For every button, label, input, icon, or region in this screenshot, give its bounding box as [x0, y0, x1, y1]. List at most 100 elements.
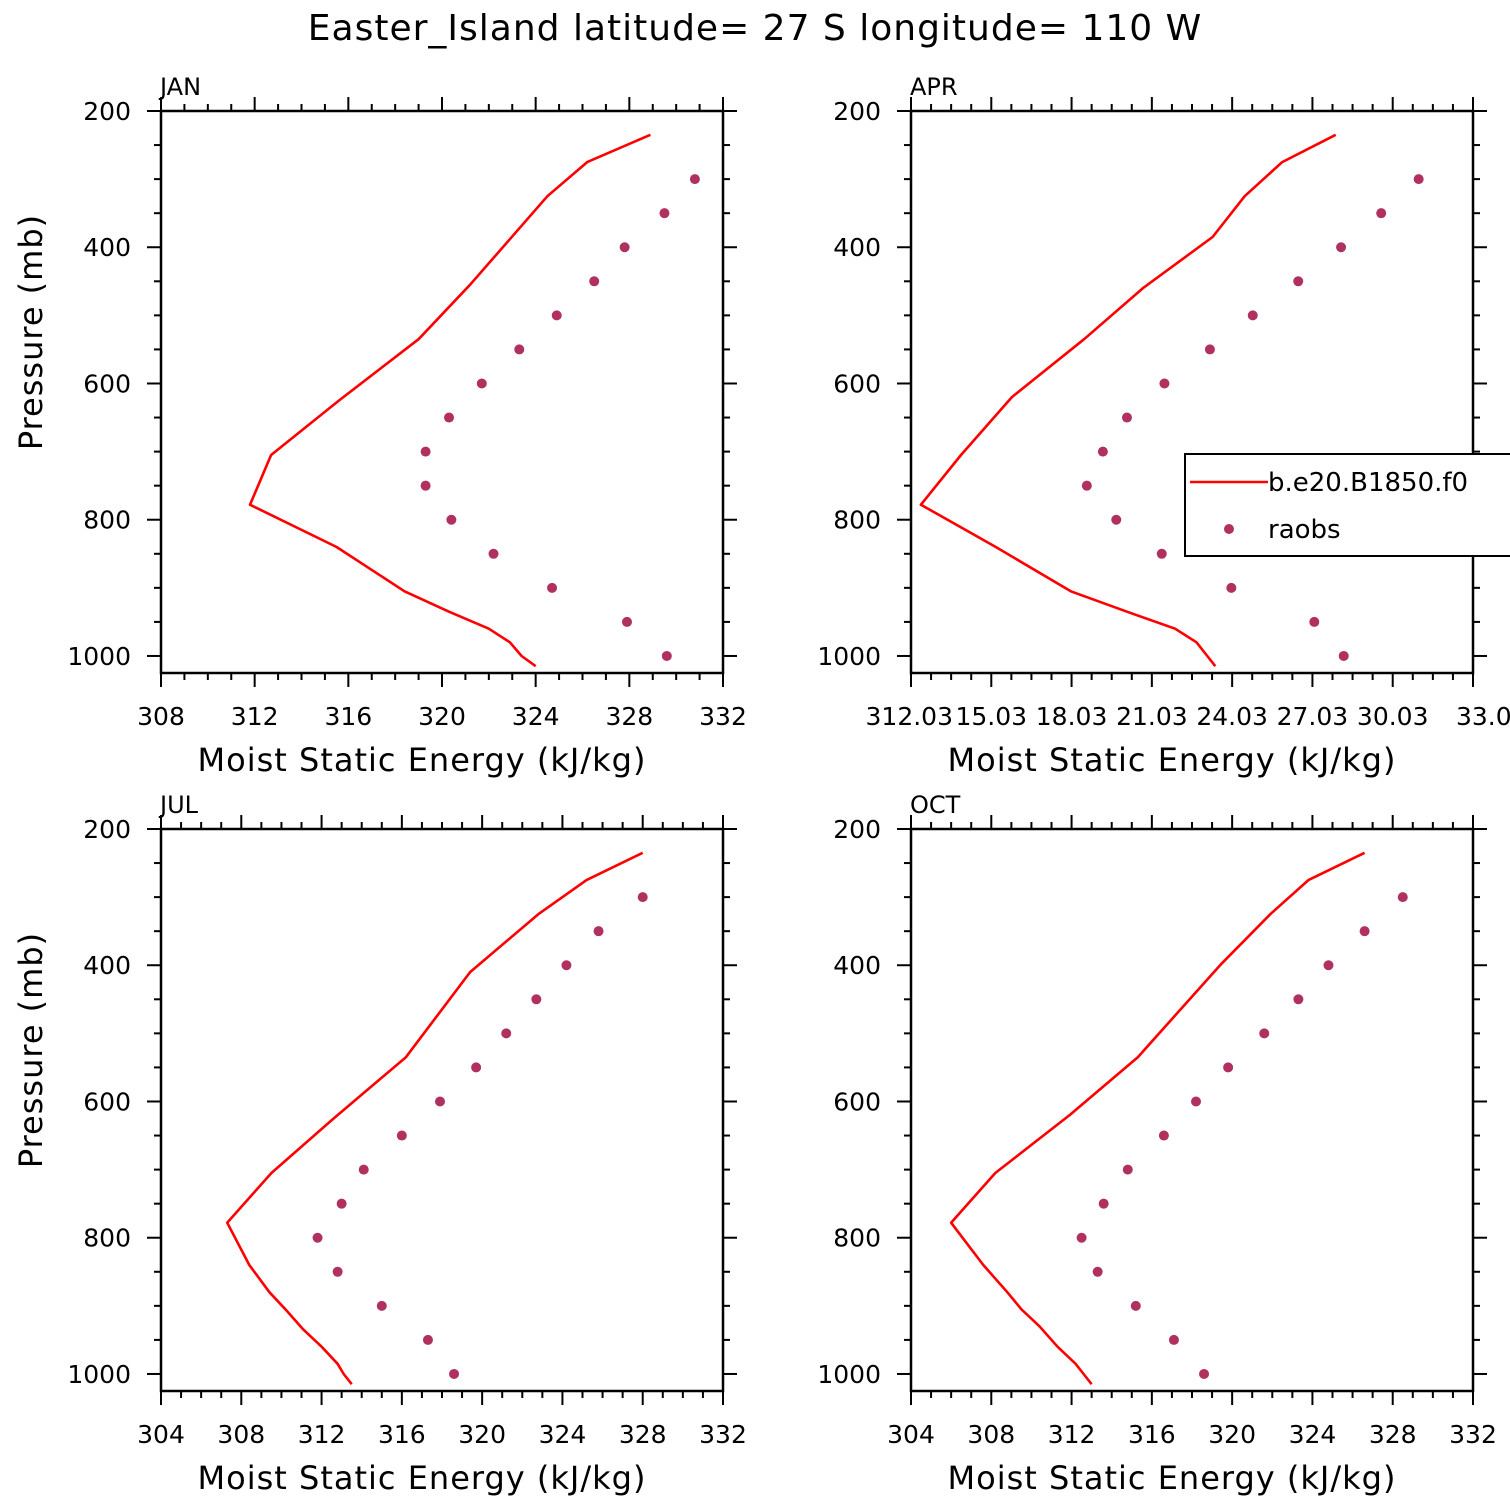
model-series-line	[949, 851, 1366, 1386]
raobs-point	[661, 650, 672, 661]
raobs-point	[689, 174, 700, 185]
x-tick-label: 21.03	[1116, 702, 1188, 731]
x-tick-label: 312	[231, 702, 279, 731]
model-series-line	[225, 851, 644, 1386]
raobs-point	[1081, 480, 1092, 491]
raobs-point	[420, 446, 431, 457]
raobs-point	[1247, 310, 1258, 321]
model-series-line	[248, 133, 651, 668]
raobs-point	[332, 1266, 343, 1277]
y-tick-label: 200	[83, 97, 131, 126]
x-tick-label: 308	[137, 702, 185, 731]
x-tick-label: 320	[418, 702, 466, 731]
raobs-point	[589, 276, 600, 287]
y-tick-label: 800	[83, 1224, 131, 1253]
raobs-point	[1259, 1028, 1270, 1039]
y-tick-label: 600	[83, 1087, 131, 1116]
x-tick-label: 33.0	[1456, 702, 1510, 731]
x-tick-label: 304	[137, 1420, 185, 1449]
raobs-point	[1121, 412, 1132, 423]
x-tick-label: 320	[1208, 1420, 1256, 1449]
raobs-point	[358, 1164, 369, 1175]
y-tick-label: 1000	[817, 642, 881, 671]
raobs-point	[1191, 1096, 1202, 1107]
raobs-point	[1293, 994, 1304, 1005]
y-tick-label: 200	[833, 815, 881, 844]
x-tick-label: 312	[1048, 1420, 1096, 1449]
panel-apr: APR 200 400 600 800 1000 312.03 15.03 18.03 21.03…	[817, 73, 1510, 779]
raobs-point	[396, 1130, 407, 1141]
x-axis-label: Moist Static Energy (kJ/kg)	[948, 741, 1397, 779]
y-tick-label: 1000	[67, 642, 131, 671]
y-tick-label: 200	[83, 815, 131, 844]
raobs-point	[376, 1300, 387, 1311]
x-tick-label: 332	[699, 1420, 747, 1449]
y-tick-label: 800	[833, 506, 881, 535]
x-tick-label: 328	[605, 702, 653, 731]
raobs-point	[422, 1334, 433, 1345]
panel-label: OCT	[910, 791, 961, 819]
y-tick-label: 1000	[67, 1360, 131, 1389]
y-tick-label: 400	[83, 233, 131, 262]
y-tick-label: 200	[833, 97, 881, 126]
raobs-point	[1397, 892, 1408, 903]
x-tick-label: 316	[1128, 1420, 1176, 1449]
raobs-point	[434, 1096, 445, 1107]
x-tick-label: 328	[1369, 1420, 1417, 1449]
panel-jan: JAN 200 400 600 800 1000 308 312 316 320 324 328 332…	[12, 73, 747, 779]
raobs-point	[1159, 378, 1170, 389]
raobs-point	[1226, 582, 1237, 593]
legend: b.e20.B1850.f0 raobs	[1184, 453, 1510, 557]
y-axis-label: Pressure (mb)	[12, 214, 50, 450]
legend-model-label: b.e20.B1850.f0	[1268, 468, 1468, 498]
raobs-point	[1338, 650, 1349, 661]
raobs-point	[1076, 1232, 1087, 1243]
x-tick-label: 332	[699, 702, 747, 731]
raobs-point	[1092, 1266, 1103, 1277]
raobs-point	[1130, 1300, 1141, 1311]
x-tick-label: 24.03	[1196, 702, 1268, 731]
raobs-point	[1336, 242, 1347, 253]
x-tick-label: 308	[967, 1420, 1015, 1449]
y-tick-label: 800	[83, 506, 131, 535]
raobs-point	[1111, 514, 1122, 525]
raobs-point	[561, 960, 572, 971]
model-series-line	[919, 133, 1337, 668]
x-tick-label: 304	[887, 1420, 935, 1449]
raobs-point	[1359, 926, 1370, 937]
raobs-point	[551, 310, 562, 321]
panel-label: APR	[910, 73, 958, 101]
raobs-point	[312, 1232, 323, 1243]
y-axis-label: Pressure (mb)	[12, 932, 50, 1168]
raobs-point	[449, 1368, 460, 1379]
chart-title: Easter_Island latitude= 27 S longitude= …	[307, 8, 1203, 49]
x-axis-label: Moist Static Energy (kJ/kg)	[198, 741, 647, 779]
y-tick-label: 600	[833, 369, 881, 398]
x-tick-label: 324	[1289, 1420, 1337, 1449]
x-tick-label: 312	[298, 1420, 346, 1449]
x-tick-label: 308	[217, 1420, 265, 1449]
raobs-point	[1168, 1334, 1179, 1345]
x-tick-label: 27.03	[1277, 702, 1349, 731]
x-tick-label: 312.03	[866, 702, 953, 731]
y-tick-label: 400	[833, 951, 881, 980]
raobs-point	[1199, 1368, 1210, 1379]
panel-label: JUL	[158, 791, 199, 819]
x-axis-label: Moist Static Energy (kJ/kg)	[198, 1459, 647, 1497]
raobs-point	[514, 344, 525, 355]
legend-obs-label: raobs	[1268, 515, 1341, 545]
x-tick-label: 30.03	[1357, 702, 1429, 731]
raobs-point	[1413, 174, 1424, 185]
legend-box	[1184, 453, 1510, 557]
raobs-point	[1156, 548, 1167, 559]
raobs-point	[420, 480, 431, 491]
x-tick-label: 328	[619, 1420, 667, 1449]
raobs-point	[1122, 1164, 1133, 1175]
x-tick-label: 320	[458, 1420, 506, 1449]
raobs-point	[1323, 960, 1334, 971]
x-tick-label: 324	[539, 1420, 587, 1449]
raobs-point	[488, 548, 499, 559]
raobs-point	[637, 892, 648, 903]
x-tick-label: 332	[1449, 1420, 1497, 1449]
y-tick-label: 600	[83, 369, 131, 398]
